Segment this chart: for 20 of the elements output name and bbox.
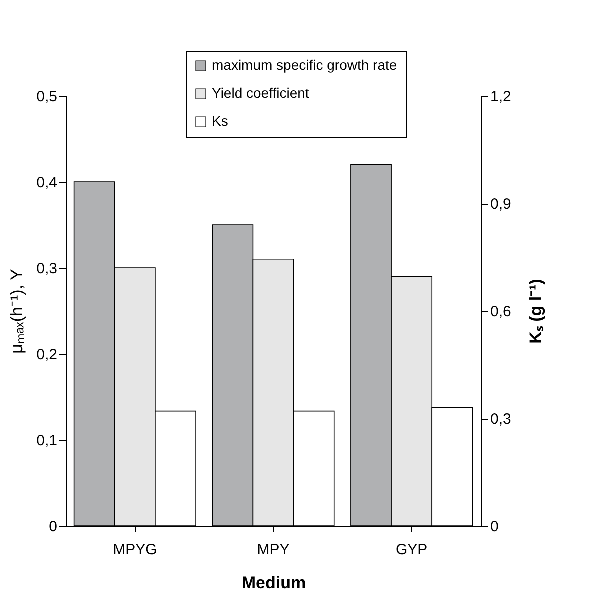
- y-tick-label: 0,2: [36, 346, 58, 364]
- x-tick-label: GYP: [396, 542, 428, 558]
- y2-tick-label: 0: [490, 518, 499, 536]
- x-tick-label: MPYG: [113, 542, 158, 558]
- y-tick-label: 0,1: [36, 432, 58, 450]
- y-tick-label: 0,4: [36, 174, 58, 192]
- y2-tick-label: 0,6: [490, 304, 512, 320]
- y-tick-label: 0,3: [36, 260, 58, 278]
- x-tick-label: MPY: [257, 542, 290, 558]
- y2-tick-label: 1,2: [490, 88, 512, 106]
- y-axis-title: μₘₐₓ(h⁻¹), Y: [8, 269, 27, 354]
- legend-label: maximum specific growth rate: [212, 57, 398, 73]
- legend-label: Ks: [212, 113, 228, 129]
- y2-tick-label: 0,9: [490, 196, 512, 213]
- y-tick-label: 0,5: [36, 88, 58, 106]
- legend-label: Yield coefficient: [212, 85, 310, 101]
- y-tick-label: 0: [49, 518, 58, 536]
- x-axis-title: Medium: [242, 574, 306, 592]
- y2-tick-label: 0,3: [490, 411, 512, 428]
- y2-axis-title: Kₛ (g l⁻¹): [526, 279, 546, 344]
